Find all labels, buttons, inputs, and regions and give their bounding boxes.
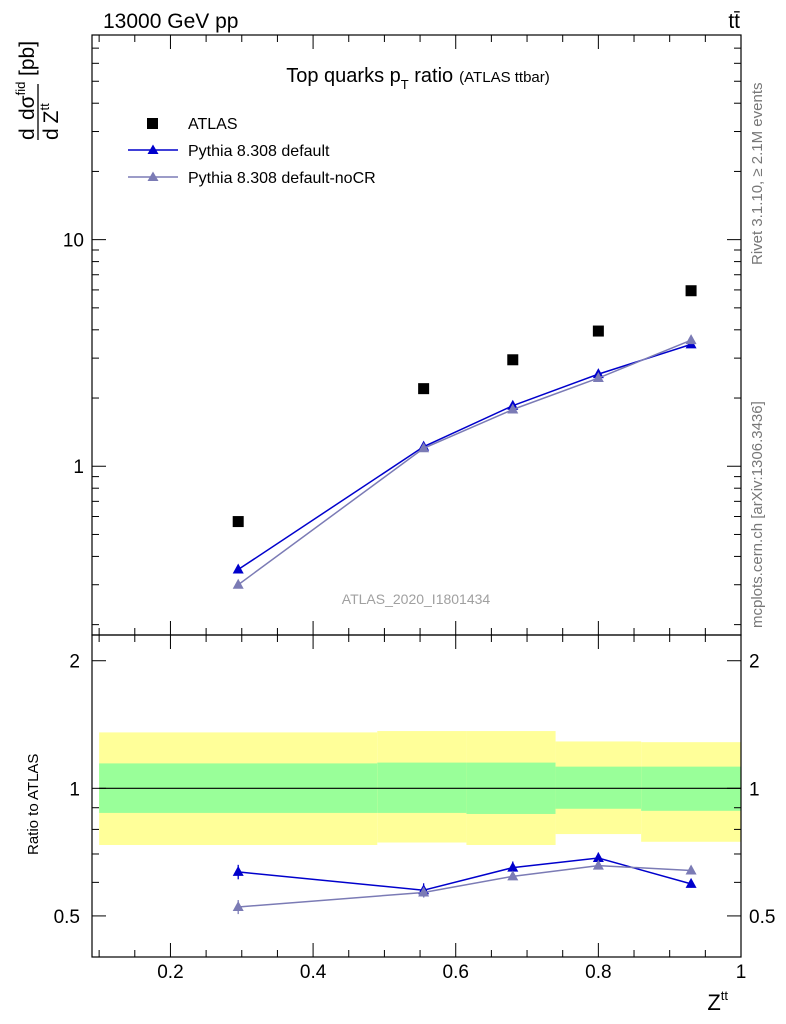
- ratio-y-tick-label-left: 2: [69, 652, 80, 673]
- ratio-panel: 0.5 0.5 1 1 2 2 0.2 0.4 0.6 0.8 1 Ratio to ATLAS Z…: [25, 634, 775, 1015]
- title-text: Top quarks p: [286, 65, 401, 87]
- ratio-y-tick-label-right: 1: [749, 779, 760, 800]
- title-rest: ratio: [409, 65, 453, 87]
- analysis-watermark: ATLAS_2020_I1801434: [342, 591, 491, 607]
- atlas-data-point: [685, 285, 697, 297]
- ratio-frame: [91, 634, 742, 958]
- series-marker-2: [418, 442, 430, 453]
- ratio-marker-0: [685, 877, 697, 888]
- ratio-marker-1: [685, 864, 697, 875]
- title-note: (ATLAS ttbar): [459, 69, 550, 86]
- legend-label-nocr: Pythia 8.308 default-noCR: [188, 170, 376, 187]
- x-axis-label: Ztt: [707, 988, 728, 1015]
- legend-marker-atlas: [147, 118, 158, 129]
- svg-text:dσfid: dσfid: [13, 82, 39, 120]
- atlas-data-point: [507, 354, 519, 366]
- svg-text:[pb]: [pb]: [16, 41, 39, 76]
- series-marker-2: [232, 578, 244, 589]
- ratio-marker-0: [507, 861, 519, 872]
- ylabel-denom-d: d: [40, 128, 63, 140]
- x-tick-label: 0.4: [300, 962, 327, 983]
- ratio-marker-0: [232, 865, 244, 876]
- ratio-marker-0: [592, 851, 604, 862]
- ylabel-z: Z: [40, 110, 63, 123]
- ylabel-fid: fid: [13, 82, 28, 96]
- uncertainty-band-stat: [555, 766, 642, 809]
- legend: ATLAS Pythia 8.308 default Pythia 8.308 …: [128, 116, 376, 187]
- series-marker-2: [685, 334, 697, 345]
- legend-label-atlas: ATLAS: [188, 116, 238, 133]
- main-panel: 1 10 Top quarks pT ratio (ATLAS ttbar) ATL…: [13, 34, 742, 636]
- svg-text:dZtt: dZtt: [37, 103, 63, 140]
- source-label: mcplots.cern.ch [arXiv:1306.3436]: [749, 401, 766, 628]
- atlas-data-point: [592, 325, 604, 337]
- legend-marker-nocr: [147, 171, 159, 181]
- main-y-axis-label: d dσfid dZtt [pb]: [13, 41, 63, 140]
- x-axis-label-z: Z: [707, 990, 720, 1015]
- title-subscript: T: [401, 77, 409, 92]
- main-y-tick-label: 1: [73, 457, 84, 478]
- series-marker-2: [507, 403, 519, 414]
- ylabel-dsigma: dσ: [16, 95, 39, 120]
- svg-text:d: d: [16, 128, 39, 140]
- main-plot-area: 1 10: [63, 34, 742, 636]
- x-axis-label-tt: tt: [721, 988, 729, 1003]
- ratio-y-tick-label-left: 0.5: [54, 907, 80, 928]
- process-label: tt̄: [728, 10, 740, 33]
- ratio-marker-1: [507, 870, 519, 881]
- series-line-1: [237, 343, 692, 571]
- legend-label-default: Pythia 8.308 default: [188, 143, 330, 160]
- rivet-label: Rivet 3.1.10, ≥ 2.1M events: [749, 83, 766, 266]
- x-tick-label: 1: [736, 962, 747, 983]
- x-tick-label: 0.6: [443, 962, 469, 983]
- beam-label: 13000 GeV pp: [103, 10, 238, 33]
- main-title: Top quarks pT ratio (ATLAS ttbar): [286, 65, 550, 92]
- ratio-y-tick-label-right: 2: [749, 652, 760, 673]
- atlas-data-point: [418, 383, 430, 395]
- series-marker-1: [232, 563, 244, 574]
- ratio-marker-1: [418, 886, 430, 897]
- ylabel-unit: [pb]: [16, 41, 39, 76]
- legend-marker-default: [147, 144, 159, 154]
- ratio-plot-area: 0.5 0.5 1 1 2 2 0.2 0.4 0.6 0.8 1: [54, 634, 775, 983]
- ylabel-tt: tt: [37, 103, 52, 111]
- ratio-y-tick-label-left: 1: [69, 779, 80, 800]
- ylabel-d: d: [16, 128, 39, 140]
- series-line-2: [237, 339, 692, 586]
- ratio-y-axis-label: Ratio to ATLAS: [25, 754, 42, 855]
- series-marker-2: [592, 372, 604, 383]
- x-tick-label: 0.2: [157, 962, 183, 983]
- ratio-y-tick-label-right: 0.5: [749, 907, 775, 928]
- atlas-data-point: [232, 516, 244, 528]
- main-y-tick-label: 10: [63, 231, 84, 252]
- x-tick-label: 0.8: [585, 962, 611, 983]
- ratio-marker-1: [232, 900, 244, 911]
- ratio-series-line-1: [238, 864, 692, 908]
- ratio-marker-1: [592, 859, 604, 870]
